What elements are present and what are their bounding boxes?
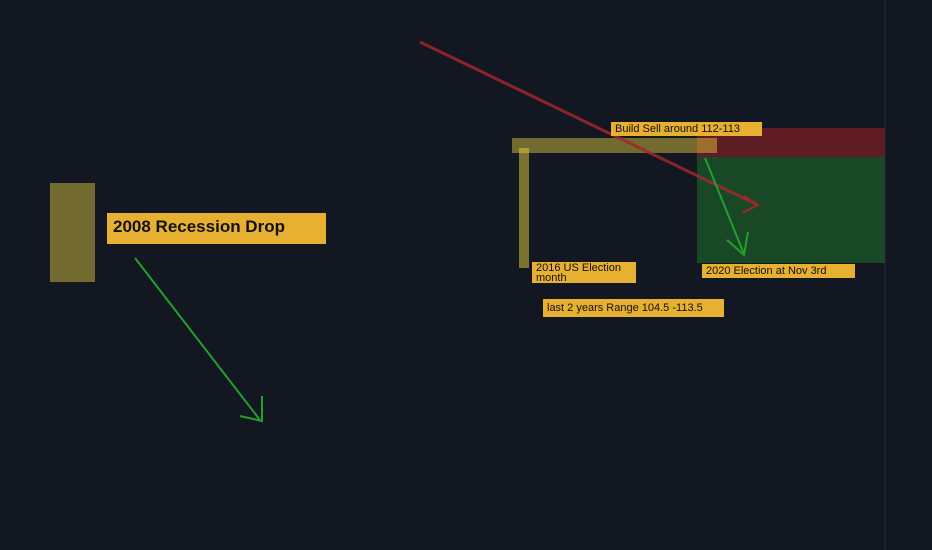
trend-line: [419, 40, 759, 207]
annotation: last 2 years Range 104.5 -113.5: [543, 299, 724, 317]
arrow: [704, 157, 745, 255]
highlight-box: [519, 148, 529, 268]
annotation: 2016 US Election month: [532, 262, 636, 284]
arrow-head: [239, 396, 263, 423]
annotation: 2020 Election at Nov 3rd: [702, 264, 855, 278]
arrow: [134, 257, 261, 421]
arrow-head: [726, 231, 749, 257]
annotation: Build Sell around 112-113: [611, 122, 762, 136]
highlight-box: [512, 138, 717, 153]
annotation: 2008 Recession Drop: [107, 213, 326, 244]
arrow-head: [741, 195, 761, 214]
highlight-box: [50, 183, 95, 282]
target-zone: [697, 157, 885, 263]
